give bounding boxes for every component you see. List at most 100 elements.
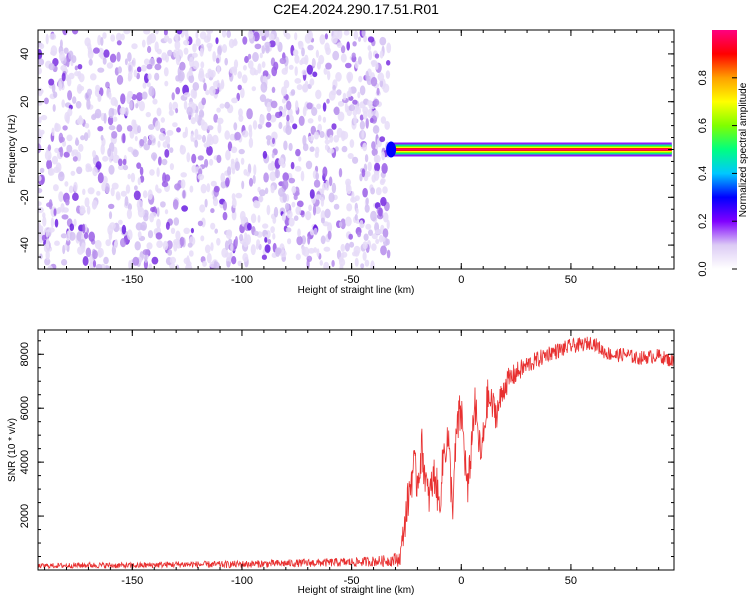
- noise-cell: [224, 101, 230, 109]
- noise-cell: [380, 116, 387, 124]
- noise-cell: [301, 245, 306, 256]
- noise-cell: [69, 223, 75, 231]
- noise-cell: [124, 196, 129, 207]
- noise-cell: [111, 131, 118, 139]
- noise-cell: [147, 45, 152, 54]
- noise-cell: [287, 238, 292, 245]
- noise-cell: [147, 230, 154, 239]
- noise-cell: [67, 76, 72, 87]
- noise-cell: [359, 114, 364, 121]
- noise-cell: [341, 145, 348, 153]
- noise-cell: [206, 140, 211, 148]
- noise-cell: [240, 87, 245, 99]
- noise-cell: [165, 135, 171, 145]
- noise-cell: [112, 154, 120, 164]
- noise-cell: [125, 184, 131, 194]
- noise-cell: [204, 198, 208, 208]
- noise-cell: [382, 186, 388, 194]
- noise-cell: [365, 70, 369, 82]
- noise-cell: [91, 114, 97, 121]
- noise-cell: [106, 62, 114, 69]
- noise-cell: [331, 34, 338, 44]
- noise-cell: [43, 97, 49, 105]
- colorbar-tick-label: 0.0: [697, 261, 709, 276]
- noise-cell: [365, 171, 371, 178]
- noise-cell: [128, 64, 132, 73]
- noise-cell: [316, 103, 322, 110]
- noise-cell: [345, 216, 352, 227]
- noise-cell: [266, 112, 272, 121]
- y-tick-label: 0: [19, 146, 31, 152]
- noise-cell: [273, 61, 279, 71]
- noise-cell: [375, 238, 380, 245]
- noise-cell: [375, 61, 379, 70]
- noise-cell: [365, 118, 369, 129]
- noise-cell: [382, 228, 389, 239]
- noise-cell: [247, 223, 252, 231]
- noise-cell: [352, 251, 358, 257]
- noise-cell: [41, 234, 47, 242]
- noise-cell: [127, 203, 132, 211]
- noise-cell: [313, 131, 319, 140]
- noise-cell: [61, 259, 68, 266]
- noise-cell: [272, 137, 275, 145]
- noise-cell: [308, 247, 315, 254]
- noise-cell: [197, 220, 203, 227]
- noise-cell: [68, 231, 76, 241]
- noise-cell: [148, 134, 155, 141]
- noise-cell: [288, 142, 293, 152]
- noise-cell: [207, 68, 212, 75]
- noise-cell: [209, 158, 214, 166]
- noise-cell: [156, 107, 162, 117]
- noise-cell: [204, 244, 211, 254]
- noise-cell: [279, 57, 287, 65]
- noise-cell: [267, 163, 274, 171]
- noise-cell: [238, 114, 244, 122]
- noise-cell: [259, 94, 267, 103]
- noise-cell: [301, 69, 307, 76]
- noise-cell: [345, 184, 352, 195]
- noise-cell: [147, 139, 152, 146]
- noise-cell: [365, 197, 369, 206]
- noise-cell: [358, 75, 363, 83]
- noise-cell: [38, 116, 42, 124]
- snr-ticks: -150 -100 -50 0 50 2000 4000 6000 8000: [19, 330, 674, 587]
- noise-cell: [199, 204, 206, 213]
- spectrogram-x-axis-label: Height of straight line (km): [298, 285, 415, 296]
- noise-cell: [46, 159, 53, 170]
- noise-cell: [210, 242, 214, 252]
- noise-cell: [224, 252, 232, 258]
- noise-cell: [220, 172, 225, 183]
- noise-cell: [146, 63, 153, 70]
- noise-cell: [380, 178, 386, 184]
- noise-cell: [140, 221, 147, 231]
- noise-cell: [324, 139, 330, 145]
- noise-cell: [217, 45, 222, 57]
- noise-cell: [137, 231, 142, 239]
- noise-cell: [134, 241, 141, 251]
- noise-cell: [286, 114, 290, 122]
- noise-cell: [129, 100, 133, 110]
- noise-cell: [314, 206, 322, 214]
- colorbar: 0.0 0.2 0.4 0.6 0.8 Normalized spectral ampl…: [697, 30, 749, 277]
- noise-cell: [182, 190, 186, 199]
- noise-cell: [210, 208, 215, 214]
- noise-cell: [319, 34, 326, 45]
- noise-cell: [55, 162, 62, 173]
- noise-cell: [113, 146, 118, 157]
- noise-cell: [59, 171, 64, 177]
- noise-cell: [173, 217, 180, 226]
- x-tick-label: 0: [458, 575, 464, 587]
- noise-cell: [197, 173, 205, 181]
- noise-cell: [117, 66, 123, 74]
- noise-cell: [53, 208, 57, 217]
- noise-cell: [188, 250, 194, 257]
- noise-cell: [324, 33, 328, 40]
- noise-cell: [175, 230, 181, 241]
- noise-cell: [47, 144, 52, 151]
- noise-cell: [267, 239, 272, 245]
- noise-cell: [61, 72, 66, 82]
- noise-cell: [190, 227, 194, 234]
- noise-cell: [134, 135, 138, 142]
- noise-cell: [337, 111, 345, 122]
